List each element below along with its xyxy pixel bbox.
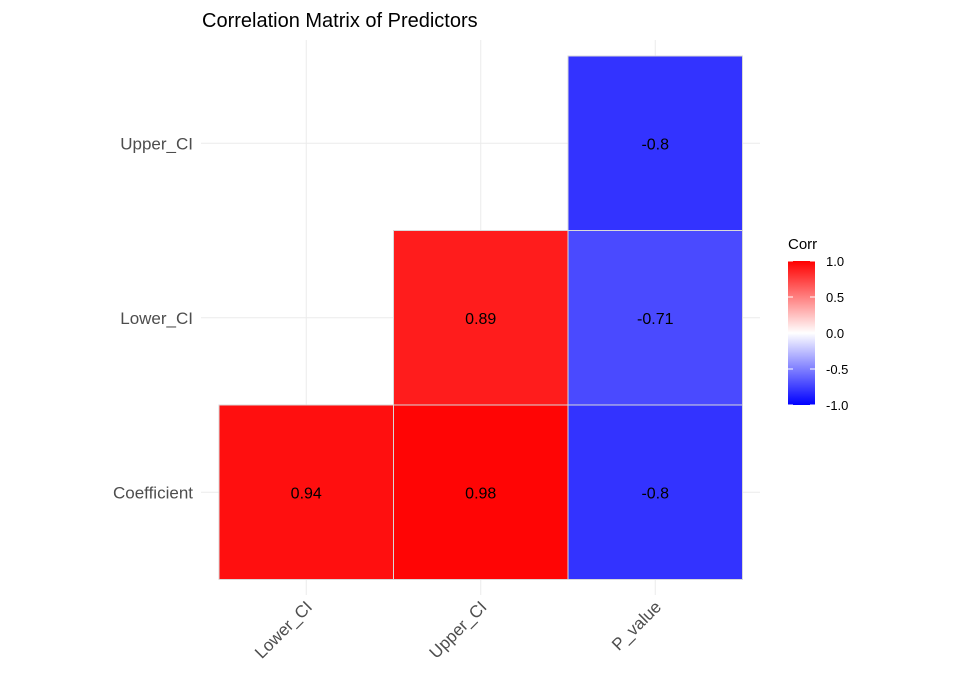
heatmap-cell bbox=[567, 55, 743, 231]
y-tick-label: Upper_CI bbox=[120, 134, 193, 153]
heatmap-cell bbox=[567, 230, 743, 406]
x-axis: Lower_CI Upper_CI P_value bbox=[251, 597, 665, 662]
legend-tick-label: -1.0 bbox=[826, 398, 848, 413]
y-axis: Coefficient Lower_CI Upper_CI bbox=[113, 134, 193, 502]
heatmap-cell bbox=[393, 230, 569, 406]
heatmap-cell bbox=[218, 404, 394, 580]
cell-labels-layer: 0.94 0.98 -0.8 0.89 -0.71 -0.8 bbox=[291, 136, 674, 502]
legend-tick-label: -0.5 bbox=[826, 362, 848, 377]
chart-title: Correlation Matrix of Predictors bbox=[202, 10, 478, 32]
x-tick-label: Upper_CI bbox=[426, 597, 491, 662]
y-tick-label: Coefficient bbox=[113, 483, 193, 502]
legend: Corr 1.0 0.5 0.0 -0.5 -1.0 bbox=[788, 236, 848, 413]
cell-value-label: 0.98 bbox=[465, 485, 496, 502]
legend-tick-label: 1.0 bbox=[826, 254, 844, 269]
cell-value-label: -0.71 bbox=[637, 311, 674, 328]
x-tick-label: Lower_CI bbox=[251, 597, 316, 662]
cell-value-label: -0.8 bbox=[641, 136, 669, 153]
legend-tick-label: 0.5 bbox=[826, 290, 844, 305]
y-tick-label: Lower_CI bbox=[120, 309, 193, 328]
x-tick-label: P_value bbox=[608, 597, 665, 654]
legend-tick-label: 0.0 bbox=[826, 326, 844, 341]
cell-value-label: 0.94 bbox=[291, 485, 322, 502]
heatmap-cell bbox=[567, 404, 743, 580]
legend-title: Corr bbox=[788, 236, 817, 253]
cell-value-label: -0.8 bbox=[641, 485, 669, 502]
cells-layer bbox=[218, 55, 743, 580]
cell-value-label: 0.89 bbox=[465, 311, 496, 328]
